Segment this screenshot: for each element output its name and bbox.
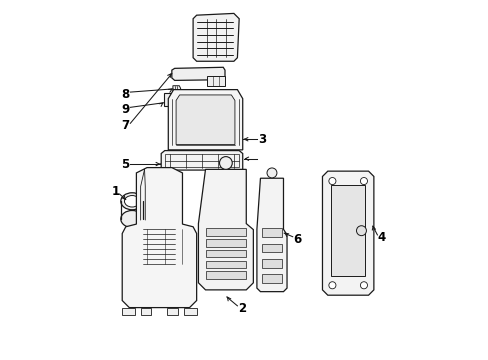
Polygon shape: [205, 249, 246, 257]
Ellipse shape: [124, 195, 140, 207]
Text: 6: 6: [292, 233, 301, 246]
Polygon shape: [193, 13, 239, 61]
Polygon shape: [176, 95, 234, 145]
Polygon shape: [198, 169, 253, 290]
Polygon shape: [122, 307, 134, 315]
Polygon shape: [205, 261, 246, 268]
Polygon shape: [161, 150, 242, 170]
Polygon shape: [184, 307, 196, 315]
Polygon shape: [205, 228, 246, 236]
Polygon shape: [205, 239, 246, 247]
Polygon shape: [141, 307, 151, 315]
Polygon shape: [207, 76, 224, 86]
Circle shape: [266, 168, 276, 178]
Ellipse shape: [121, 193, 143, 210]
Polygon shape: [262, 274, 281, 283]
Circle shape: [356, 226, 366, 236]
Polygon shape: [331, 185, 364, 276]
Text: 3: 3: [258, 133, 266, 146]
Circle shape: [219, 157, 232, 169]
Text: 9: 9: [121, 103, 129, 116]
Circle shape: [360, 282, 367, 289]
Polygon shape: [171, 67, 224, 80]
Polygon shape: [322, 171, 373, 295]
Polygon shape: [168, 90, 242, 150]
Polygon shape: [163, 93, 184, 106]
Polygon shape: [262, 259, 281, 267]
Ellipse shape: [133, 271, 150, 284]
Text: 4: 4: [376, 231, 385, 244]
Polygon shape: [122, 168, 196, 307]
Text: 8: 8: [121, 88, 129, 101]
Text: 5: 5: [121, 158, 129, 171]
Circle shape: [328, 177, 335, 185]
Polygon shape: [256, 178, 286, 292]
Polygon shape: [205, 271, 246, 279]
Circle shape: [328, 282, 335, 289]
Polygon shape: [262, 244, 281, 252]
Polygon shape: [173, 86, 181, 91]
Text: 2: 2: [238, 302, 246, 315]
Text: 1: 1: [111, 185, 119, 198]
Ellipse shape: [121, 211, 143, 228]
Polygon shape: [262, 228, 281, 237]
Text: 7: 7: [121, 118, 129, 131]
Polygon shape: [166, 307, 177, 315]
Circle shape: [360, 177, 367, 185]
Ellipse shape: [129, 268, 154, 287]
